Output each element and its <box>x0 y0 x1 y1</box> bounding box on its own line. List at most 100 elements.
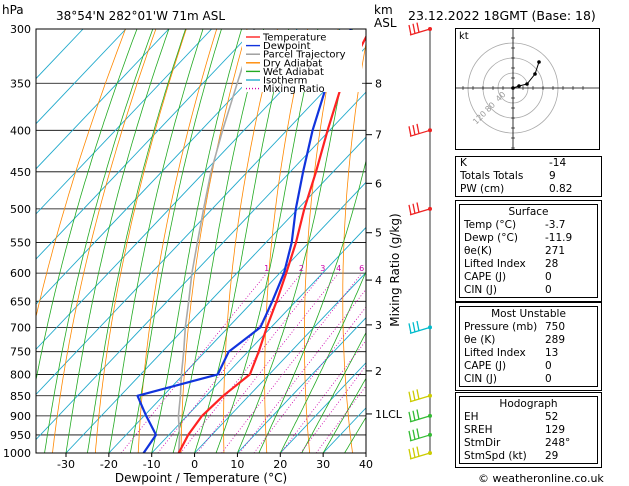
hodograph-label: EH <box>464 411 479 423</box>
pressure-tick-label: 1000 <box>3 447 31 460</box>
legend-box <box>242 30 362 92</box>
most-unstable-table: Most Unstable Pressure (mb) 750 θe (K) 289 L… <box>455 302 602 391</box>
temp-tick-label: -30 <box>57 458 75 471</box>
temp-tick-label: 40 <box>359 458 373 471</box>
most-unstable-value: 0 <box>545 360 552 372</box>
km-tick-label: 8 <box>375 77 382 90</box>
isotherm <box>409 29 455 453</box>
hodograph-row: StmDir 248° <box>460 437 597 450</box>
pressure-tick-label: 600 <box>10 267 31 280</box>
hodograph-row: StmSpd (kt) 29 <box>460 450 597 463</box>
plot-frame <box>35 28 367 454</box>
dry-adiabat <box>95 29 187 453</box>
surface-label: Dewp (°C) <box>464 232 518 244</box>
hodograph-point <box>517 84 521 88</box>
wet-adiabat <box>301 331 366 453</box>
wet-adiabat <box>151 29 242 453</box>
plot-area: 1 2 3 4 6 8 10 15 20 25 <box>36 29 455 453</box>
hodograph-point <box>511 86 515 90</box>
surface-row: Lifted Index 28 <box>460 258 597 271</box>
mixing-ratio-line <box>253 306 366 453</box>
surface-title: Surface <box>508 206 549 218</box>
dry-adiabat <box>223 29 278 453</box>
indices-table: K -14 Totals Totals 9 PW (cm) 0.82 <box>455 156 602 197</box>
surface-row: Temp (°C) -3.7 <box>460 219 597 232</box>
pressure-tick-label: 350 <box>10 77 31 90</box>
km-tick-label: 5 <box>375 227 382 240</box>
hodograph-unit-label: kt <box>459 31 469 42</box>
hodograph-value: 129 <box>545 424 566 436</box>
wind-barb <box>408 22 432 36</box>
parcel-trajectory-line <box>177 29 256 453</box>
dry-adiabat <box>303 29 339 453</box>
wet-adiabat <box>87 29 186 453</box>
pressure-tick-label: 400 <box>10 124 31 137</box>
surface-row: CIN (J) 0 <box>460 284 597 297</box>
wet-adiabat <box>36 29 138 383</box>
index-value: -14 <box>549 157 567 169</box>
pressure-tick-label: 800 <box>10 368 31 381</box>
surface-label: θe(K) <box>464 245 492 257</box>
surface-row: θe(K) 271 <box>460 245 597 258</box>
mixing-ratio-axis-label: Mixing Ratio (g/kg) <box>388 213 402 326</box>
temperature-line <box>177 34 366 453</box>
isotherm <box>36 46 366 396</box>
mixing-ratio-label: 1 <box>264 264 269 273</box>
wind-barb <box>408 123 432 137</box>
surface-value: 0 <box>545 271 552 283</box>
hodograph-row: SREH 129 <box>460 424 597 437</box>
surface-label: CAPE (J) <box>464 271 507 283</box>
index-row: Totals Totals 9 <box>456 170 601 183</box>
dewpoint-line <box>136 29 352 453</box>
surface-table: Surface Temp (°C) -3.7 Dewp (°C) -11.9 θe(K)… <box>455 200 602 302</box>
most-unstable-row: CAPE (J) 0 <box>460 360 597 373</box>
mixing-ratio-label: 25 <box>446 264 455 273</box>
wind-barb <box>408 409 432 423</box>
km-tick-label: 7 <box>375 129 382 142</box>
most-unstable-value: 13 <box>545 347 559 359</box>
most-unstable-row: θe (K) 289 <box>460 334 597 347</box>
dry-adiabat <box>36 29 126 319</box>
wind-barb <box>408 446 432 460</box>
wet-adiabat <box>44 29 154 453</box>
pressure-tick-label: 650 <box>10 295 31 308</box>
pressure-tick-label: 900 <box>10 410 31 423</box>
hodograph-frame <box>455 28 600 150</box>
location-title: 38°54'N 282°01'W 71m ASL <box>56 9 225 23</box>
dry-adiabat <box>264 29 309 453</box>
isotherm <box>36 29 255 260</box>
surface-value: -3.7 <box>545 219 566 231</box>
wet-adiabat <box>129 29 222 453</box>
mixing-ratio-label: 15 <box>412 264 422 273</box>
isotherm <box>36 29 127 125</box>
mixing-ratio-line <box>315 385 366 453</box>
mixing-ratio-label: 4 <box>336 264 341 273</box>
dry-adiabat <box>137 29 218 453</box>
pressure-tick-label: 750 <box>10 346 31 359</box>
dry-adiabat <box>342 41 366 453</box>
pressure-tick-label: 850 <box>10 390 31 403</box>
wet-adiabat <box>172 29 265 453</box>
km-tick-label: 2 <box>375 365 382 378</box>
most-unstable-value: 750 <box>545 321 566 333</box>
wet-adiabat <box>258 159 366 453</box>
pressure-tick-label: 450 <box>10 166 31 179</box>
legend-entry: Temperature <box>262 33 326 44</box>
pressure-tick-label: 500 <box>10 203 31 216</box>
index-value: 9 <box>549 170 556 182</box>
copyright: © weatheronline.co.uk <box>478 472 604 485</box>
mixing-ratio-line <box>180 272 324 453</box>
skew-t-diagram: 1 2 3 4 6 8 10 15 20 25 hPa 38°54'N 282°01'W 71m … <box>2 3 455 485</box>
most-unstable-label: CIN (J) <box>464 373 497 385</box>
mixing-ratio-line <box>239 288 366 453</box>
mixing-ratio-line <box>120 272 268 453</box>
mixing-ratio-line <box>196 272 339 453</box>
index-row: K -14 <box>456 157 601 170</box>
surface-label: CIN (J) <box>464 284 497 296</box>
isotherm <box>65 136 366 453</box>
index-label: K <box>460 157 467 169</box>
most-unstable-label: CAPE (J) <box>464 360 507 372</box>
isotherm <box>36 29 170 170</box>
x-axis-label: Dewpoint / Temperature (°C) <box>115 471 287 485</box>
